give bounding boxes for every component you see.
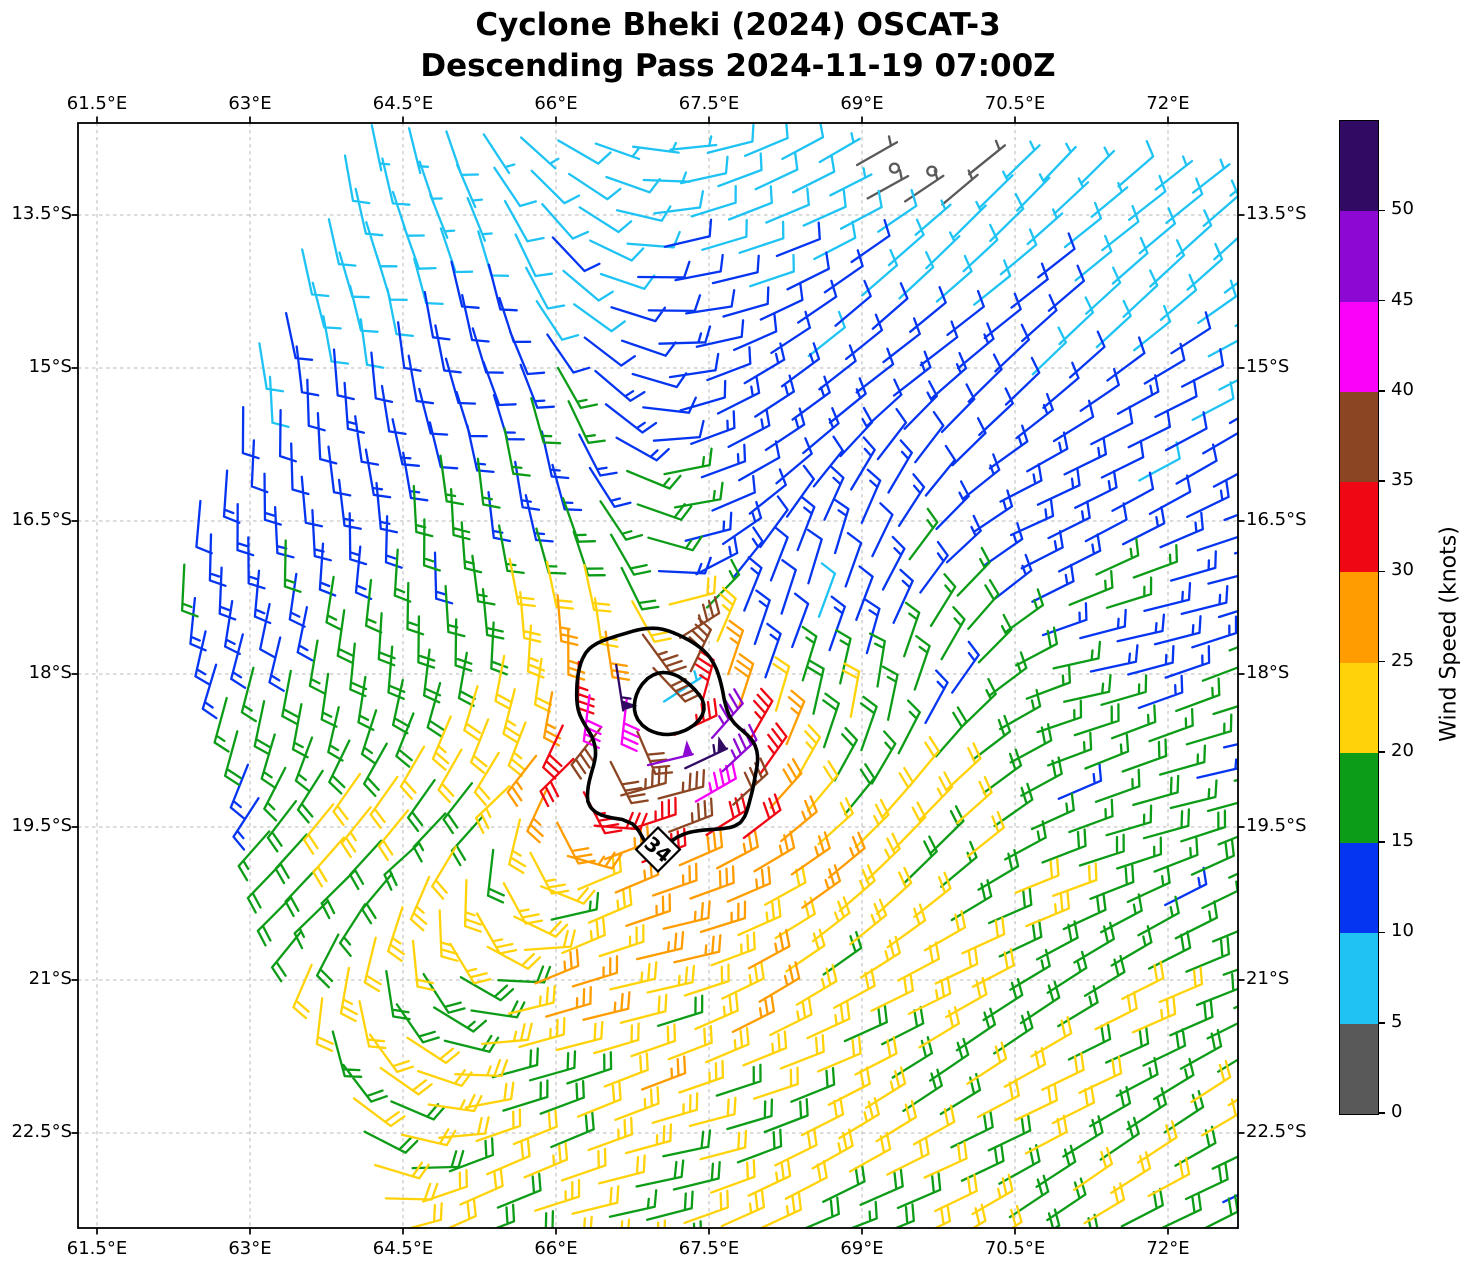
lat-tick-label-right: 13.5°S [1246,203,1307,224]
contour-label-box [634,826,682,873]
colorbar-tick [1378,390,1385,392]
colorbar-segment-5-10 [1340,933,1378,1024]
colorbar-tick [1378,1021,1385,1024]
colorbar-tick-label: 5 [1391,1011,1403,1032]
wind-barbs [292,557,1238,1228]
wind-barbs [582,694,737,803]
lon-tick-label-top: 72°E [1146,93,1190,114]
wind-barb-pennants [621,700,727,754]
lon-tick-label-bottom: 66°E [534,1238,578,1259]
colorbar-tick [1378,1112,1385,1114]
lat-tick-label-right: 22.5°S [1246,1121,1307,1142]
colorbar-tick-label: 10 [1391,920,1414,941]
wind-barbs [615,663,729,770]
wind-barbs [646,688,758,773]
colorbar-tick-label: 50 [1391,198,1414,219]
colorbar-segment-35-40 [1340,391,1378,483]
colorbar-tick [1378,841,1385,844]
lat-tick-label-left: 18°S [28,662,72,683]
axis-ticks [71,116,1245,1235]
colorbar-tick [1378,480,1385,482]
lat-tick-label-right: 15°S [1246,356,1290,377]
colorbar-segment-25-30 [1340,572,1378,663]
lat-tick-label-left: 15°S [28,356,72,377]
colorbar-segment-40-45 [1340,301,1378,392]
colorbar-segment-10-15 [1340,843,1378,934]
lat-tick-label-left: 22.5°S [11,1121,72,1142]
wind-barb-pennants [682,740,693,757]
colorbar-tick [1378,299,1385,302]
colorbar-axis-label: Wind Speed (knots) [1436,526,1462,742]
lat-tick-label-right: 16.5°S [1246,509,1307,530]
colorbar-tick-label: 25 [1391,650,1414,671]
lat-tick-label-right: 19.5°S [1246,815,1307,836]
colorbar-segment-50+ [1340,121,1378,212]
lon-tick-label-bottom: 61.5°E [66,1238,128,1259]
lon-tick-label-top: 63°E [228,93,272,114]
lat-tick-label-left: 21°S [28,968,72,989]
lat-tick-label-left: 13.5°S [11,203,72,224]
plot-frame [77,122,1239,1229]
colorbar-tick [1378,660,1385,663]
colorbar [1339,120,1379,1115]
lon-tick-label-top: 67.5°E [678,93,740,114]
wind-barbs [189,218,1238,1204]
wind-radii-contour [574,626,760,852]
colorbar-tick-label: 35 [1391,469,1414,490]
colorbar-tick [1378,751,1385,753]
colorbar-segment-45-50 [1340,211,1378,302]
colorbar-tick-label: 40 [1391,379,1414,400]
lon-tick-label-bottom: 67.5°E [678,1238,740,1259]
lon-tick-label-top: 66°E [534,93,578,114]
wind-barbs [506,594,866,1091]
colorbar-tick [1378,931,1385,934]
lon-tick-label-top: 69°E [840,93,884,114]
contour-layer [574,626,760,852]
colorbar-segment-15-20 [1340,752,1378,844]
plot-title: Cyclone Bheki (2024) OSCAT-3 Descending … [0,5,1476,87]
plot-title-line2: Descending Pass 2024-11-19 07:00Z [420,48,1056,84]
colorbar-tick-label: 15 [1391,830,1414,851]
lat-tick-label-right: 18°S [1246,662,1290,683]
colorbar-tick [1378,209,1385,212]
lat-tick-label-left: 19.5°S [11,815,72,836]
wind-barbs [180,366,1238,1228]
lon-tick-label-bottom: 63°E [228,1238,272,1259]
plot-title-line1: Cyclone Bheki (2024) OSCAT-3 [475,7,1001,43]
lat-tick-label-right: 21°S [1246,968,1290,989]
colorbar-segment-0-5 [1340,1023,1378,1114]
lon-tick-label-top: 61.5°E [66,93,128,114]
wind-barbs [855,135,1007,206]
lon-tick-label-bottom: 70.5°E [984,1238,1046,1259]
colorbar-segment-30-35 [1340,482,1378,573]
wind-barbs-layer [180,123,1238,1228]
colorbar-tick-label: 45 [1391,289,1414,310]
lon-tick-label-top: 70.5°E [984,93,1046,114]
lon-tick-label-bottom: 69°E [840,1238,884,1259]
colorbar-tick-label: 0 [1391,1101,1403,1122]
colorbar-tick-label: 20 [1391,740,1414,761]
lat-tick-label-left: 16.5°S [11,509,72,530]
wind-barbs [258,123,1238,703]
lon-tick-label-bottom: 72°E [1146,1238,1190,1259]
colorbar-segment-20-25 [1340,662,1378,753]
colorbar-tick [1378,570,1385,573]
lon-tick-label-bottom: 64.5°E [372,1238,434,1259]
lon-tick-label-top: 64.5°E [372,93,434,114]
colorbar-tick-label: 30 [1391,559,1414,580]
